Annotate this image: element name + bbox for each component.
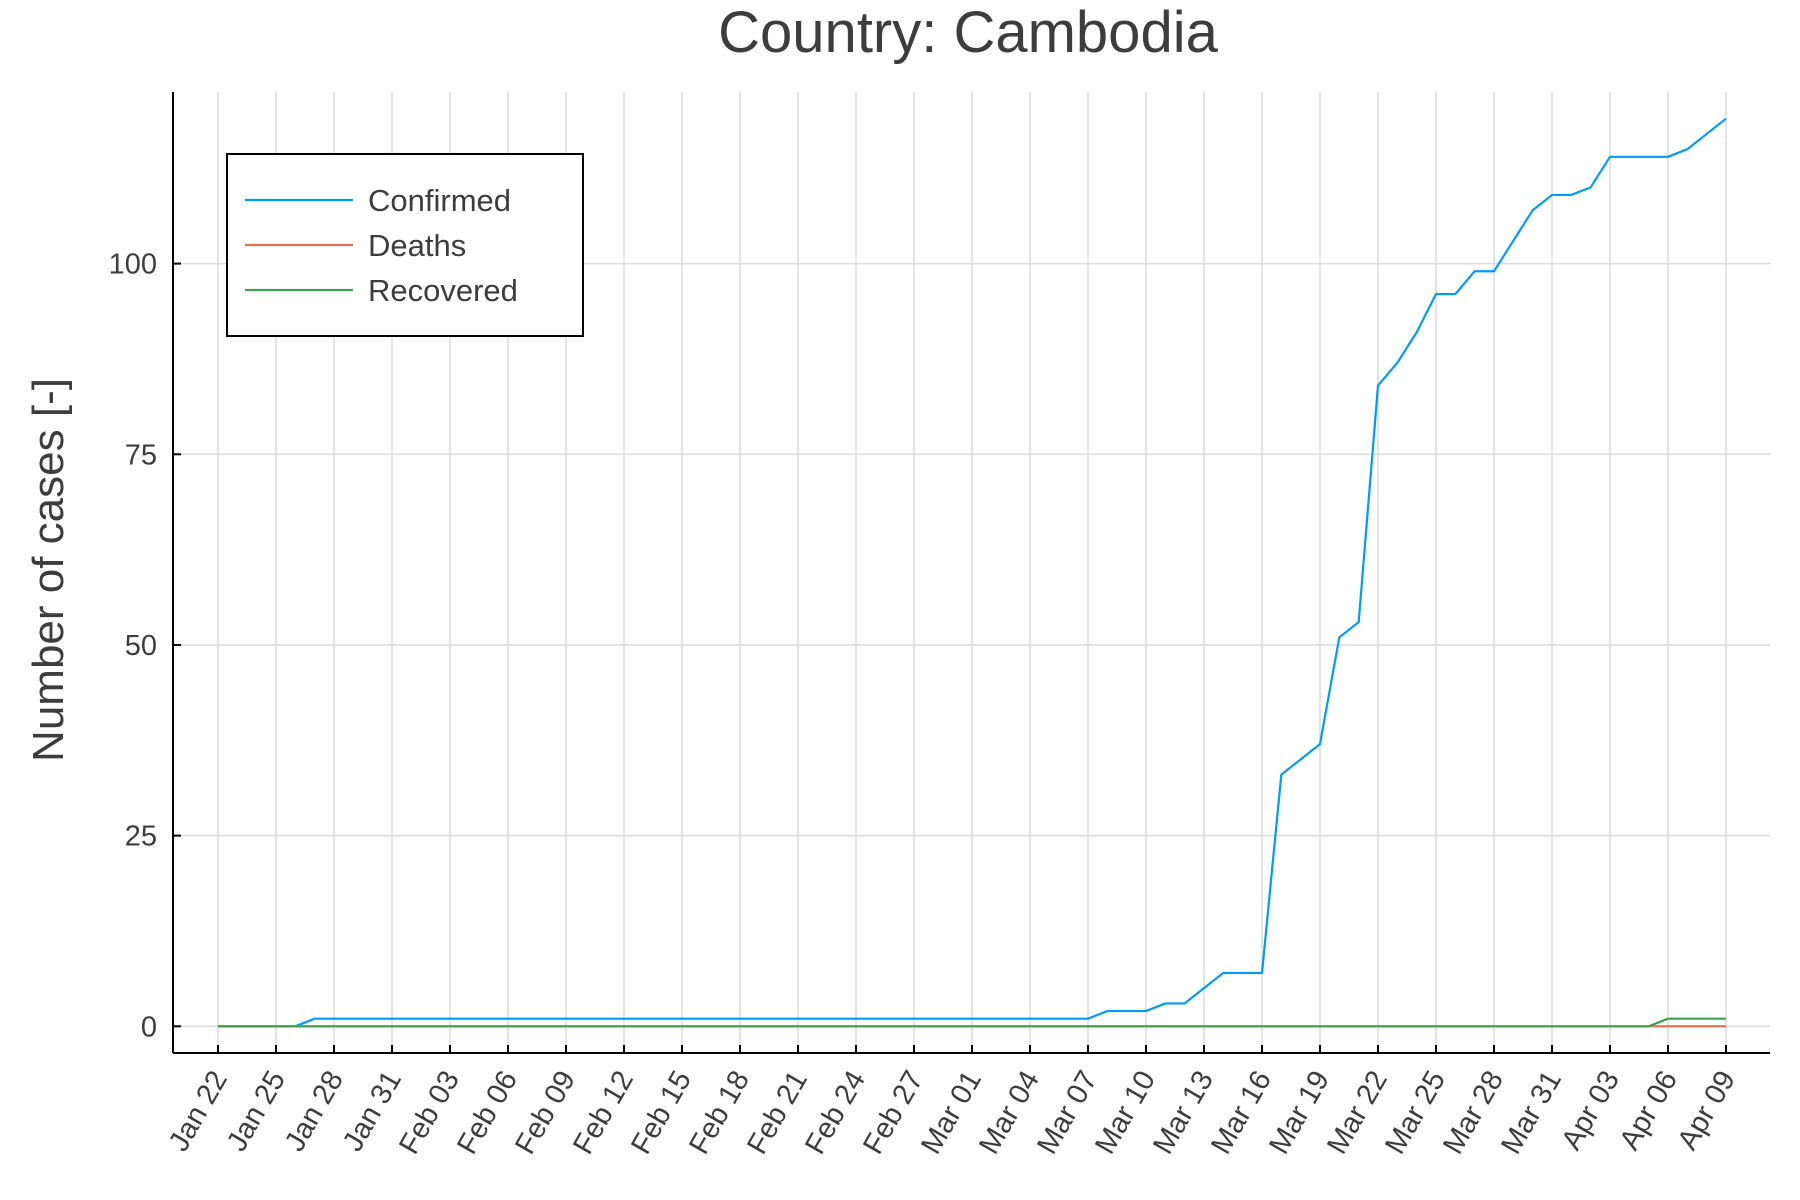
y-tick-label: 75 xyxy=(125,439,157,471)
legend-label-recovered: Recovered xyxy=(368,273,518,308)
series-line-confirmed xyxy=(218,117,1727,1028)
legend: Confirmed Deaths Recovered xyxy=(226,153,584,337)
legend-label-deaths: Deaths xyxy=(368,228,466,263)
series-line-recovered xyxy=(218,1017,1726,1028)
chart-title: Country: Cambodia xyxy=(718,0,1218,65)
x-tick-label: Apr 09 xyxy=(1672,1066,1742,1156)
y-axis-label: Number of cases [-] xyxy=(24,378,73,762)
legend-label-confirmed: Confirmed xyxy=(368,183,511,218)
y-tick-label: 50 xyxy=(125,630,157,662)
x-tick-label: Apr 03 xyxy=(1556,1066,1626,1156)
y-tick-label: 0 xyxy=(141,1011,157,1043)
plot-series xyxy=(218,117,1727,1028)
y-tick-label: 25 xyxy=(125,821,157,853)
x-tick-label: Apr 06 xyxy=(1614,1066,1684,1156)
y-tick-label: 100 xyxy=(109,249,157,281)
